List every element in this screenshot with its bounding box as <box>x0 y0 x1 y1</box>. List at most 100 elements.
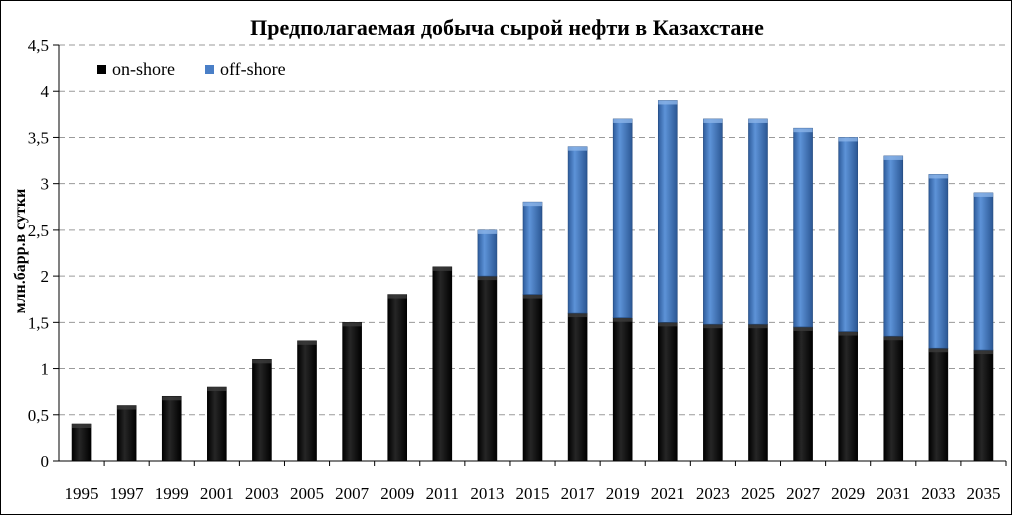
bar-on-shore <box>522 294 543 462</box>
bar-on-shore <box>928 347 949 462</box>
bar-cap-on-shore <box>477 276 497 281</box>
bar-on-shore <box>838 331 858 462</box>
x-tick-label: 1997 <box>110 484 145 503</box>
y-tick-label: 2,5 <box>28 221 49 240</box>
bar-on-shore <box>252 359 272 462</box>
bar-cap-on-shore <box>613 317 633 322</box>
bar-cap-on-shore <box>748 324 768 329</box>
y-tick-label: 0,5 <box>28 406 49 425</box>
bar-cap-on-shore <box>252 359 272 364</box>
y-tick-label: 2 <box>41 267 50 286</box>
bar-cap-off-shore <box>477 229 497 234</box>
x-tick-label: 2015 <box>516 484 550 503</box>
bar-cap-off-shore <box>838 137 858 142</box>
bar-off-shore <box>928 174 949 349</box>
bar-cap-on-shore <box>162 396 182 401</box>
legend-label-off-shore: off-shore <box>219 59 286 79</box>
bar-off-shore <box>703 118 723 325</box>
bar-cap-on-shore <box>838 331 858 336</box>
bar-on-shore <box>883 335 904 462</box>
bar-cap-off-shore <box>793 128 813 133</box>
bar-on-shore <box>71 423 92 462</box>
bar-cap-off-shore <box>523 202 542 207</box>
bar-cap-off-shore <box>703 118 723 123</box>
x-tick-label: 1999 <box>155 484 189 503</box>
bar-cap-on-shore <box>297 340 317 345</box>
x-tick-label: 2019 <box>606 484 640 503</box>
bar-cap-off-shore <box>568 146 588 151</box>
y-axis-title: млн.барр.в сутки <box>12 188 29 314</box>
bar-cap-on-shore <box>207 387 227 392</box>
legend-item-on-shore: on-shore <box>97 59 175 80</box>
y-tick-label: 3,5 <box>28 128 49 147</box>
x-tick-label: 2007 <box>335 484 370 503</box>
legend-item-off-shore: off-shore <box>204 59 286 80</box>
bar-cap-on-shore <box>658 322 678 327</box>
bar-on-shore <box>116 405 137 462</box>
bar-cap-on-shore <box>568 313 588 318</box>
bar-on-shore <box>703 323 723 462</box>
bar-cap-off-shore <box>658 100 678 105</box>
x-tick-label: 2005 <box>290 484 324 503</box>
x-tick-label: 2027 <box>786 484 821 503</box>
bar-off-shore <box>793 127 813 328</box>
x-tick-label: 2021 <box>651 484 685 503</box>
x-tick-label: 2017 <box>561 484 596 503</box>
bar-off-shore <box>748 118 768 325</box>
y-tick-label: 0 <box>41 452 50 471</box>
bar-cap-on-shore <box>387 294 407 299</box>
bar-on-shore <box>793 326 813 462</box>
bar-on-shore <box>748 323 768 462</box>
bar-cap-off-shore <box>613 118 633 123</box>
bar-cap-on-shore <box>883 336 903 341</box>
bar-cap-on-shore <box>793 326 813 331</box>
bar-off-shore <box>477 229 498 277</box>
legend: on-shore off-shore <box>97 59 286 80</box>
y-tick-label: 4 <box>41 82 50 101</box>
bar-off-shore <box>883 155 904 337</box>
x-tick-label: 2013 <box>470 484 504 503</box>
legend-swatch-on-shore <box>97 65 106 74</box>
bar-off-shore <box>612 118 633 319</box>
chart-title: Предполагаемая добыча сырой нефти в Каза… <box>250 15 764 40</box>
x-tick-label: 2025 <box>741 484 775 503</box>
bar-on-shore <box>477 275 498 462</box>
bar-off-shore <box>838 137 858 332</box>
x-tick-label: 2001 <box>200 484 234 503</box>
x-tick-label: 2023 <box>696 484 730 503</box>
bar-on-shore <box>612 317 633 462</box>
bar-on-shore <box>973 349 994 462</box>
bar-cap-off-shore <box>928 174 948 179</box>
bar-off-shore <box>973 192 994 351</box>
y-tick-label: 1 <box>41 360 50 379</box>
bar-off-shore <box>567 146 588 314</box>
x-tick-label: 2009 <box>380 484 414 503</box>
x-tick-label: 2033 <box>921 484 955 503</box>
bar-on-shore <box>207 386 227 462</box>
x-tick-label: 1995 <box>65 484 99 503</box>
y-tick-label: 4,5 <box>28 36 49 55</box>
bar-on-shore <box>342 322 362 462</box>
x-tick-label: 2031 <box>876 484 910 503</box>
x-tick-label: 2029 <box>831 484 865 503</box>
x-tick-label: 2035 <box>966 484 1000 503</box>
bar-cap-on-shore <box>117 405 137 410</box>
bar-cap-off-shore <box>883 155 903 160</box>
y-tick-label: 1,5 <box>28 313 49 332</box>
bar-cap-on-shore <box>928 348 948 353</box>
bar-cap-on-shore <box>973 350 993 355</box>
bar-on-shore <box>297 340 317 462</box>
bar-off-shore <box>522 201 543 295</box>
bar-on-shore <box>387 294 408 462</box>
x-tick-label: 2011 <box>426 484 459 503</box>
legend-label-on-shore: on-shore <box>112 59 175 79</box>
bar-on-shore <box>657 322 678 462</box>
legend-swatch-off-shore <box>204 65 214 74</box>
bar-on-shore <box>432 266 453 462</box>
bar-on-shore <box>567 312 588 462</box>
bar-cap-off-shore <box>973 192 993 197</box>
x-tick-label: 2003 <box>245 484 279 503</box>
bar-cap-on-shore <box>432 266 452 271</box>
